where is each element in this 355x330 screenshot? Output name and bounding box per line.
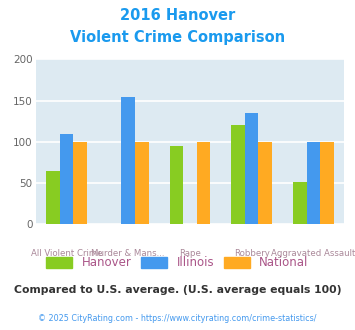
- Bar: [293, 182, 307, 224]
- Bar: [197, 142, 210, 224]
- Bar: [121, 96, 135, 224]
- Bar: [258, 142, 272, 224]
- Text: Rape: Rape: [179, 249, 201, 258]
- Text: 2016 Hanover: 2016 Hanover: [120, 8, 235, 23]
- Bar: [245, 113, 258, 224]
- Text: Aggravated Assault: Aggravated Assault: [271, 249, 355, 258]
- Bar: [46, 171, 60, 224]
- Bar: [135, 142, 148, 224]
- Bar: [231, 125, 245, 224]
- Legend: Hanover, Illinois, National: Hanover, Illinois, National: [42, 252, 313, 274]
- Text: Violent Crime Comparison: Violent Crime Comparison: [70, 30, 285, 45]
- Text: All Violent Crime: All Violent Crime: [31, 249, 102, 258]
- Bar: [320, 142, 334, 224]
- Text: Compared to U.S. average. (U.S. average equals 100): Compared to U.S. average. (U.S. average …: [14, 285, 341, 295]
- Bar: [307, 142, 320, 224]
- Text: © 2025 CityRating.com - https://www.cityrating.com/crime-statistics/: © 2025 CityRating.com - https://www.city…: [38, 314, 317, 323]
- Bar: [170, 146, 183, 224]
- Bar: [60, 134, 73, 224]
- Bar: [73, 142, 87, 224]
- Text: Robbery: Robbery: [234, 249, 270, 258]
- Text: Murder & Mans...: Murder & Mans...: [91, 249, 165, 258]
